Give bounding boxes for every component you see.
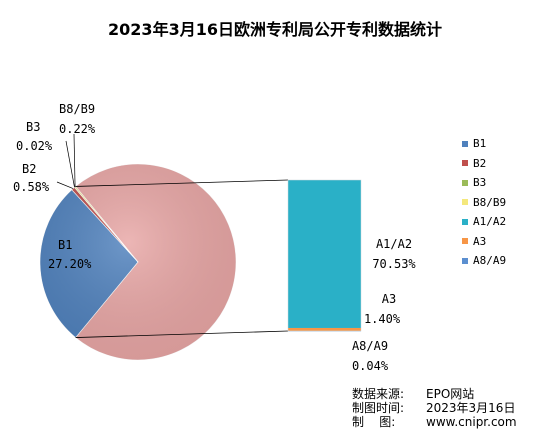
source-block: 数据来源: EPO网站 制图时间: 2023年3月16日 制 图: www.cn… <box>352 387 547 429</box>
bar-segment-a1-a2 <box>288 180 361 328</box>
pie-value-label-b1: 27.20% <box>48 257 92 271</box>
leader-line-b2 <box>56 181 74 189</box>
legend-item-a3: A3 <box>462 232 542 252</box>
pie-label-b3: B3 <box>26 120 40 134</box>
chart-legend: B1 B2 B3 B8/B9 A1/A2 A3 A8/A9 <box>462 134 542 271</box>
bar-label-a8-a9: A8/A9 <box>352 339 388 353</box>
bar-value-label-a3: 1.40% <box>364 312 401 326</box>
legend-item-b3: B3 <box>462 173 542 193</box>
source-value: EPO网站 <box>426 387 475 401</box>
chart-title: 2023年3月16日欧洲专利局公开专利数据统计 <box>108 20 442 39</box>
legend-swatch <box>462 160 468 167</box>
legend-swatch <box>462 140 468 147</box>
legend-swatch <box>462 199 468 206</box>
bar-segment-a3 <box>288 327 361 331</box>
legend-label: B8/B9 <box>473 195 507 209</box>
bar-outline <box>287 179 362 332</box>
bar-group <box>287 179 362 332</box>
connector-line-bottom <box>75 330 289 338</box>
legend-label: A1/A2 <box>473 215 507 229</box>
bar-value-label-a1-a2: 70.53% <box>372 257 416 271</box>
legend-label: B2 <box>473 156 487 170</box>
leader-line-b3 <box>65 140 75 188</box>
bar-label-a1-a2: A1/A2 <box>376 237 412 251</box>
legend-swatch <box>462 257 468 264</box>
source-line-3: 制 图: www.cnipr.com <box>352 415 547 429</box>
legend-item-a8-a9: A8/A9 <box>462 251 542 271</box>
maker-value: www.cnipr.com <box>426 415 517 429</box>
connector-group <box>75 179 289 338</box>
pie-label-b1: B1 <box>58 238 72 252</box>
legend-swatch <box>462 218 468 225</box>
date-label: 制图时间: <box>352 401 405 415</box>
leader-line-b8-b9 <box>73 133 76 187</box>
source-line-1: 数据来源: EPO网站 <box>352 387 547 401</box>
legend-swatch <box>462 238 468 245</box>
legend-item-b2: B2 <box>462 154 542 174</box>
bar-label-a3: A3 <box>382 292 396 306</box>
source-label: 数据来源: <box>352 387 405 401</box>
legend-label: B3 <box>473 176 487 190</box>
pie-value-label-b2: 0.58% <box>13 180 50 194</box>
legend-swatch <box>462 179 468 186</box>
label-group: B1 27.20% B2 0.58% B3 0.02% B8/B9 0.22% A1/A2 70.… <box>13 102 416 373</box>
legend-label: B1 <box>473 137 487 151</box>
legend-item-a1-a2: A1/A2 <box>462 212 542 232</box>
pie-label-b8-b9: B8/B9 <box>59 102 95 116</box>
maker-label: 制 图: <box>352 415 396 429</box>
source-line-2: 制图时间: 2023年3月16日 <box>352 401 547 415</box>
legend-label: A8/A9 <box>473 254 507 268</box>
legend-label: A3 <box>473 234 487 248</box>
pie-value-label-b8-b9: 0.22% <box>59 122 96 136</box>
pie-label-b2: B2 <box>22 162 36 176</box>
pie-value-label-b3: 0.02% <box>16 139 53 153</box>
legend-item-b8-b9: B8/B9 <box>462 193 542 213</box>
legend-item-b1: B1 <box>462 134 542 154</box>
bar-value-label-a8-a9: 0.04% <box>352 359 389 373</box>
date-value: 2023年3月16日 <box>426 401 516 415</box>
connector-line-top <box>75 179 289 187</box>
